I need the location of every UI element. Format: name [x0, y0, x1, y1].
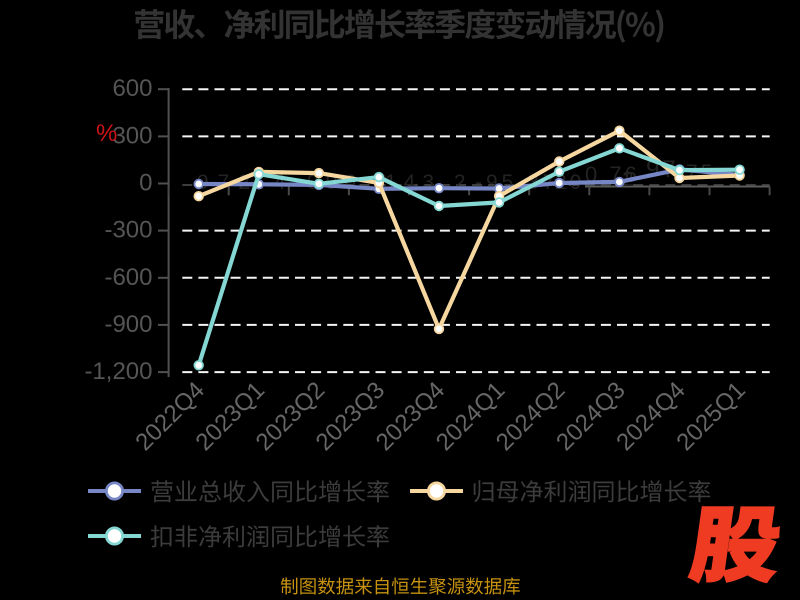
svg-text:0: 0	[139, 170, 152, 197]
svg-text:-300: -300	[104, 217, 152, 244]
svg-text:600: 600	[112, 75, 152, 102]
svg-text:-900: -900	[104, 311, 152, 338]
svg-text:-1,200: -1,200	[84, 358, 152, 385]
svg-text:-600: -600	[104, 264, 152, 291]
svg-text:%: %	[96, 120, 117, 147]
svg-text:300: 300	[112, 122, 152, 149]
